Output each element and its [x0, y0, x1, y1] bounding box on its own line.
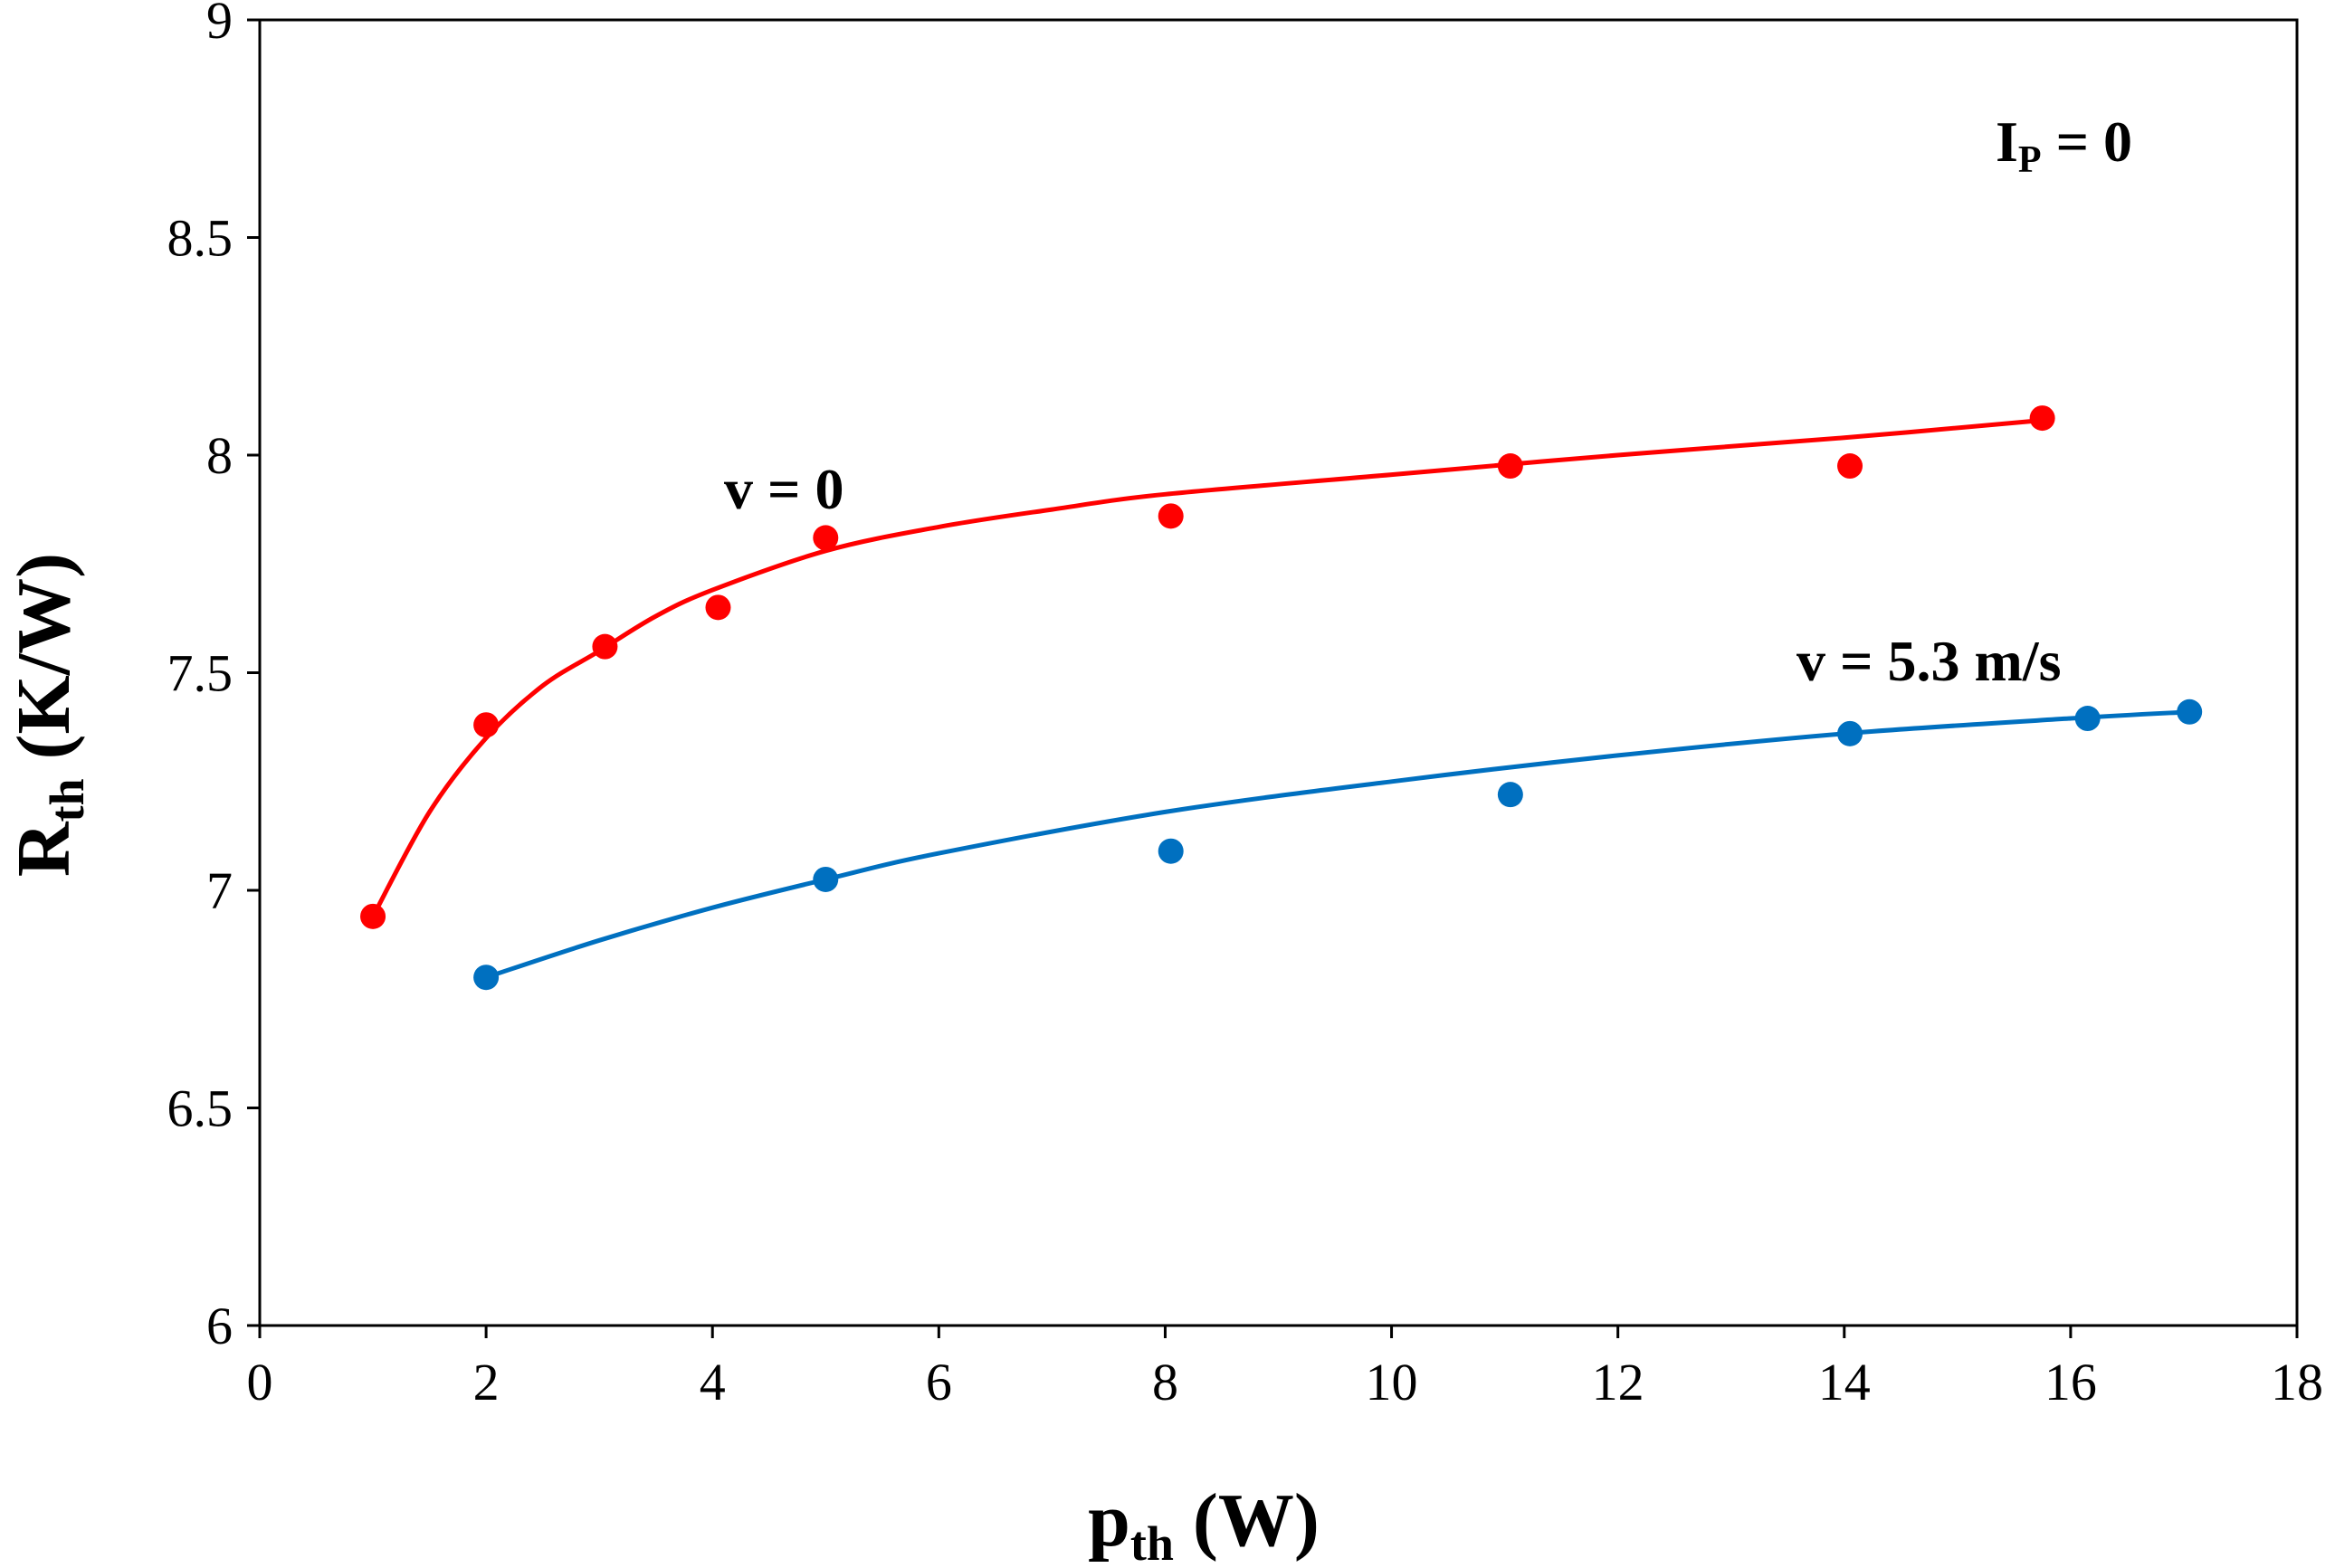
data-point-series-0-6 [1497, 453, 1523, 480]
fit-line-series-0 [370, 418, 2043, 918]
data-point-series-1-2 [1158, 838, 1184, 864]
y-axis-title: Rth (K/W) [2, 553, 94, 877]
data-points-layer [360, 405, 2203, 991]
x-axis-title-main: p [1088, 1478, 1130, 1563]
condition-annotation-rest: = 0 [2042, 109, 2132, 174]
data-point-series-0-5 [1158, 503, 1184, 529]
y-axis-title-rest: (K/W) [2, 553, 86, 779]
data-point-series-1-3 [1497, 782, 1523, 808]
x-axis-title-sub: th [1130, 1516, 1174, 1563]
x-axis-title-rest: (W) [1174, 1478, 1320, 1563]
labels-layer: pth (W) Rth (K/W) IP = 0 v = 0 v = 5.3 m… [2, 109, 2132, 1568]
data-point-series-1-0 [473, 965, 500, 991]
y-tick-label: 6.5 [167, 1079, 234, 1138]
x-tick-label: 0 [247, 1353, 273, 1411]
y-tick-label: 8.5 [167, 209, 234, 268]
condition-annotation-sub: P [2018, 139, 2042, 181]
axes-layer: 0 2 4 6 8 10 12 14 16 18 6 6.5 7 7.5 8 8.5 9 [167, 0, 2324, 1411]
x-tick-label: 4 [700, 1353, 726, 1411]
x-tick-label: 14 [1818, 1353, 1871, 1411]
data-point-series-1-1 [813, 866, 839, 892]
x-tick-label: 8 [1152, 1353, 1178, 1411]
x-tick-label: 10 [1366, 1353, 1418, 1411]
fit-lines-layer [370, 418, 2190, 980]
y-tick-label: 6 [206, 1297, 233, 1355]
data-point-series-0-8 [2029, 405, 2055, 432]
condition-annotation-main: I [1996, 109, 2018, 174]
y-axis-title-sub: th [40, 778, 94, 822]
x-tick-label: 18 [2271, 1353, 2323, 1411]
x-tick-label: 2 [473, 1353, 500, 1411]
x-tick-label: 12 [1592, 1353, 1644, 1411]
y-tick-label: 7 [206, 861, 233, 920]
y-axis-title-main: R [2, 821, 86, 877]
series-label-v0: v = 0 [724, 457, 843, 521]
data-point-series-1-5 [2074, 706, 2101, 732]
data-point-series-0-2 [592, 633, 618, 660]
data-point-series-1-4 [1837, 720, 1863, 746]
x-tick-label: 16 [2044, 1353, 2097, 1411]
data-point-series-0-3 [705, 594, 731, 621]
data-point-series-0-0 [360, 903, 386, 929]
fit-line-series-1 [485, 709, 2190, 980]
data-point-series-0-7 [1837, 453, 1863, 480]
y-tick-label: 9 [206, 0, 233, 50]
condition-annotation: IP = 0 [1996, 109, 2132, 181]
data-point-series-0-1 [473, 712, 500, 738]
data-point-series-1-6 [2177, 698, 2203, 725]
y-tick-label: 8 [206, 426, 233, 485]
data-point-series-0-4 [813, 525, 839, 551]
x-tick-label: 6 [926, 1353, 952, 1411]
series-label-v53: v = 5.3 m/s [1797, 629, 2061, 693]
y-tick-label: 7.5 [167, 644, 234, 703]
x-axis-title: pth (W) [1088, 1478, 1320, 1563]
